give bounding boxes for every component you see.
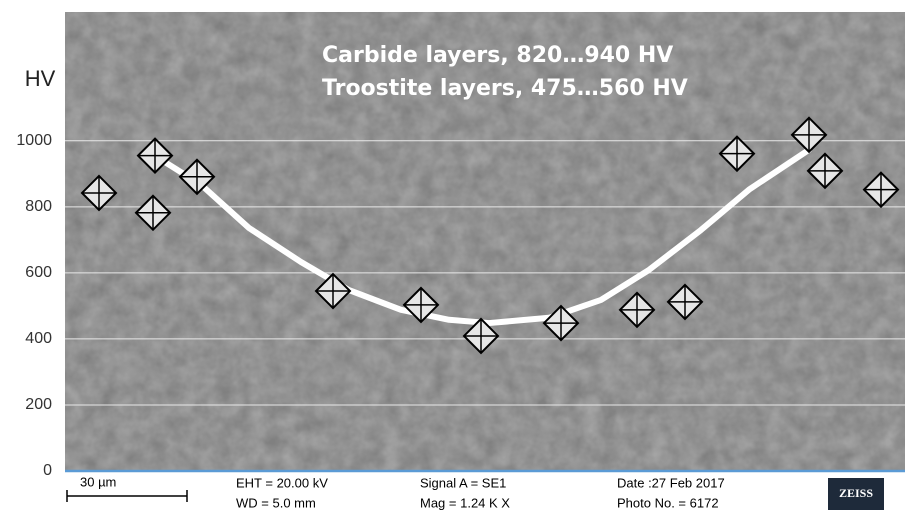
info-text: EHT = 20.00 kV (236, 475, 328, 490)
info-text: Mag = 1.24 K X (420, 495, 510, 510)
y-axis-title: HV (25, 66, 56, 91)
logo: ZEISS (839, 486, 873, 500)
y-tick-label: 400 (25, 330, 52, 347)
annotation: Carbide layers, 820…940 HV (322, 43, 673, 68)
chart: HV Carbide layers, 820…940 HV Troostite … (0, 0, 905, 516)
info-text: Signal A = SE1 (420, 475, 506, 490)
info-text: WD = 5.0 mm (236, 495, 316, 510)
annotation: Troostite layers, 475…560 HV (322, 76, 688, 101)
y-tick-label: 0 (43, 462, 52, 479)
y-tick-label: 600 (25, 264, 52, 281)
y-tick-label: 200 (25, 396, 52, 413)
info-text: Date :27 Feb 2017 (617, 475, 725, 490)
y-tick-label: 1000 (16, 132, 52, 149)
y-tick-label: 800 (25, 198, 52, 215)
info-text: Photo No. = 6172 (617, 495, 719, 510)
scale-label: 30 µm (80, 474, 116, 489)
